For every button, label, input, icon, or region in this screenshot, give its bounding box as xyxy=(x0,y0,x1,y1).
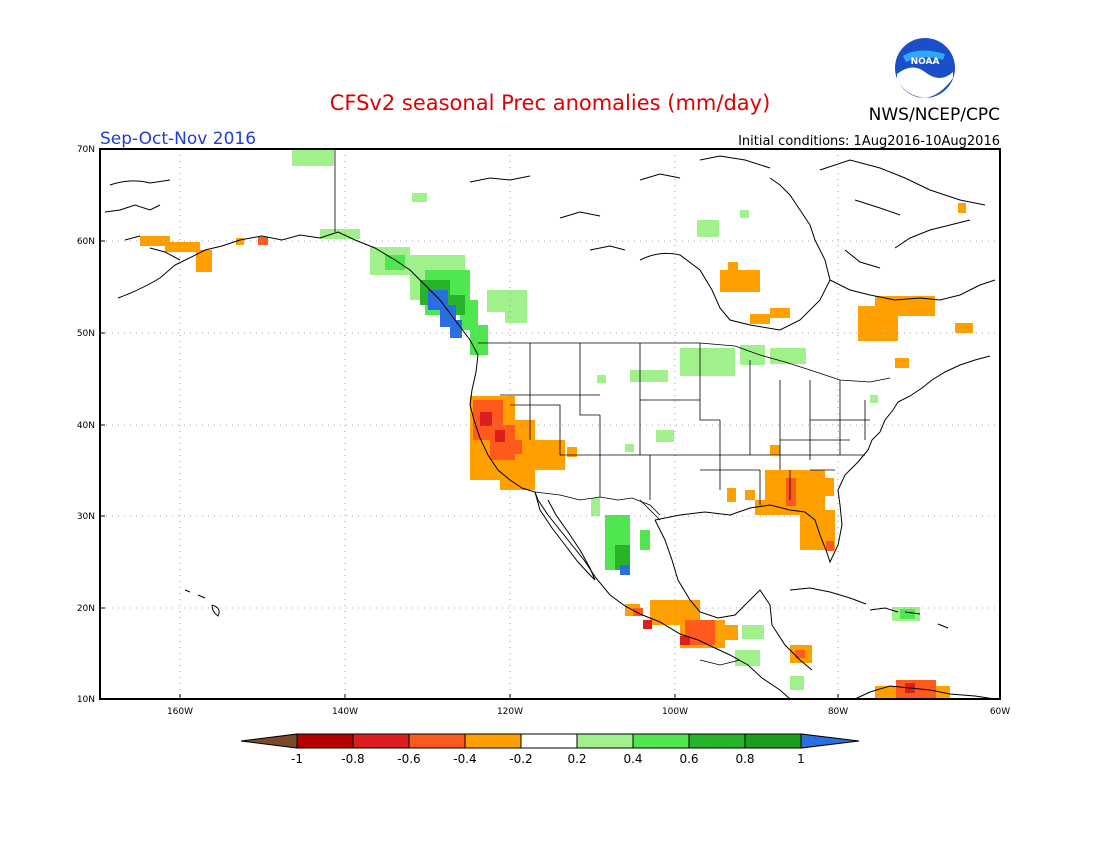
colorbar-label: -0.8 xyxy=(341,752,364,766)
colorbar-bin xyxy=(520,733,578,749)
colorbar-bin xyxy=(632,733,690,749)
agency-label: NWS/NCEP/CPC xyxy=(869,105,1000,125)
lat-label: 60N xyxy=(77,237,95,247)
season-label: Sep-Oct-Nov 2016 xyxy=(100,129,256,149)
colorbar-label: 0.6 xyxy=(679,752,698,766)
colorbar-bin xyxy=(576,733,634,749)
map-panel: 160W 140W 120W 100W 80W 60W 70N 60N 50N … xyxy=(77,145,1010,717)
colorbar-bin xyxy=(296,733,354,749)
colorbar-bin xyxy=(744,733,802,749)
lat-label: 50N xyxy=(77,329,95,339)
noaa-logo-text: NOAA xyxy=(911,57,940,67)
lon-label: 120W xyxy=(497,707,523,717)
colorbar-label: -0.6 xyxy=(397,752,420,766)
colorbar-bin xyxy=(688,733,746,749)
latitude-labels: 70N 60N 50N 40N 30N 20N 10N xyxy=(77,145,95,705)
colorbar-label: 0.4 xyxy=(623,752,642,766)
lat-label: 20N xyxy=(77,604,95,614)
lat-label: 40N xyxy=(77,421,95,431)
lon-label: 140W xyxy=(332,707,358,717)
lat-label: 10N xyxy=(77,695,95,705)
noaa-logo: NOAA xyxy=(895,38,955,98)
colorbar-label: -1 xyxy=(291,752,303,766)
colorbar-bin xyxy=(408,733,466,749)
lon-label: 80W xyxy=(828,707,848,717)
lat-label: 70N xyxy=(77,145,95,155)
colorbar-label: 0.2 xyxy=(567,752,586,766)
colorbar: -1 -0.8 -0.6 -0.4 -0.2 0.2 0.4 0.6 0.8 1 xyxy=(240,733,860,766)
lat-label: 30N xyxy=(77,512,95,522)
colorbar-high-arrow xyxy=(800,733,860,749)
colorbar-label: -0.2 xyxy=(509,752,532,766)
lon-label: 100W xyxy=(662,707,688,717)
colorbar-label: 1 xyxy=(797,752,805,766)
colorbar-low-arrow xyxy=(240,733,298,749)
colorbar-bin xyxy=(464,733,522,749)
coastlines xyxy=(104,149,996,700)
lon-label: 60W xyxy=(990,707,1010,717)
longitude-labels: 160W 140W 120W 100W 80W 60W xyxy=(167,707,1010,717)
colorbar-label: -0.4 xyxy=(453,752,476,766)
political-borders xyxy=(478,342,891,666)
figure-title: CFSv2 seasonal Prec anomalies (mm/day) xyxy=(330,91,771,115)
colorbar-bin xyxy=(352,733,410,749)
graticule xyxy=(100,149,1000,699)
axis-ticks xyxy=(100,240,839,699)
colorbar-label: 0.8 xyxy=(735,752,754,766)
map-frame xyxy=(99,148,1001,700)
anomaly-field xyxy=(140,150,973,699)
initial-conditions-label: Initial conditions: 1Aug2016-10Aug2016 xyxy=(738,134,1000,149)
lon-label: 160W xyxy=(167,707,193,717)
